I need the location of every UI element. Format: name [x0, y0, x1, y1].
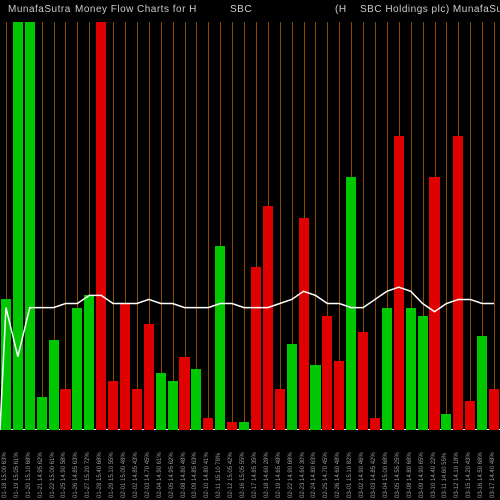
x-axis-labels: 01-18 15.00 63% 01-19 15.05 61% 01-20 15.1… — [0, 430, 500, 500]
x-tick-label: 02-02 14.85 43% — [133, 452, 139, 498]
x-tick-label: 01-20 15.10 68% — [26, 452, 32, 498]
x-tick-label: 03-09 14.90 65% — [419, 452, 425, 498]
x-tick-label: 01-28 15.40 68% — [97, 452, 103, 498]
x-tick-label: 02-09 14.85 63% — [192, 452, 198, 498]
title-fragment: Money Flow — [75, 4, 134, 15]
title-fragment: SBC Holdings plc) MunafaSutra.com — [360, 4, 500, 15]
x-tick-label: 01-25 14.90 58% — [61, 452, 67, 498]
x-tick-label: 03-15 14.20 43% — [466, 452, 472, 498]
title-fragment: (H — [335, 4, 347, 15]
x-tick-label: 02-08 14.80 48% — [181, 452, 187, 498]
x-tick-label: 02-26 14.60 48% — [335, 452, 341, 498]
x-tick-label: 03-02 14.90 46% — [359, 452, 365, 498]
x-tick-label: 01-21 14.95 62% — [38, 452, 44, 498]
x-tick-label: 02-18 14.60 28% — [264, 452, 270, 498]
x-tick-label: 01-29 15.10 55% — [109, 452, 115, 498]
x-tick-label: 03-11 14.60 55% — [442, 453, 448, 498]
trend-line — [0, 22, 500, 430]
x-tick-label: 02-23 14.60 30% — [300, 452, 306, 498]
x-tick-label: 03-03 14.85 42% — [371, 452, 377, 498]
x-tick-label: 03-08 14.80 68% — [407, 452, 413, 498]
x-tick-label: 02-24 14.80 63% — [311, 452, 317, 498]
x-tick-label: 02-22 14.90 68% — [288, 452, 294, 498]
x-tick-label: 01-26 14.85 63% — [73, 452, 79, 498]
x-tick-label: 02-11 15.10 78% — [216, 453, 222, 498]
title-fragment: MunafaSutra — [8, 4, 71, 15]
x-tick-label: 02-25 14.70 45% — [323, 452, 329, 498]
x-tick-label: 02-05 14.95 62% — [169, 452, 175, 498]
x-tick-label: 02-19 14.65 48% — [276, 452, 282, 498]
x-tick-label: 02-03 14.70 45% — [145, 452, 151, 498]
x-tick-label: 03-01 15.10 82% — [347, 452, 353, 498]
title-fragment: SBC — [230, 4, 252, 15]
x-tick-label: 03-12 14.10 18% — [454, 452, 460, 498]
x-tick-label: 03-04 15.00 68% — [383, 452, 389, 498]
x-tick-label: 01-22 15.00 61% — [50, 452, 56, 498]
x-tick-label: 03-17 14.40 48% — [490, 452, 496, 498]
x-tick-label: 03-05 14.55 25% — [395, 452, 401, 498]
x-tick-label: 02-12 15.05 42% — [228, 452, 234, 498]
chart-title-bar: MunafaSutra Money FlowCharts for H SBC (H SB… — [0, 4, 500, 20]
x-tick-label: 02-16 15.05 55% — [240, 452, 246, 498]
x-tick-label: 02-10 14.80 41% — [204, 452, 210, 498]
x-tick-label: 02-01 15.00 48% — [121, 452, 127, 498]
x-tick-label: 02-17 14.85 35% — [252, 452, 258, 498]
x-tick-label: 02-04 14.90 61% — [157, 452, 163, 498]
x-tick-label: 03-16 14.50 68% — [478, 452, 484, 498]
x-tick-label: 01-18 15.00 63% — [2, 452, 8, 498]
title-fragment: Charts for H — [137, 4, 197, 15]
x-tick-label: 03-10 14.40 22% — [431, 452, 437, 498]
x-tick-label: 01-19 15.05 61% — [14, 452, 20, 498]
money-flow-chart — [0, 22, 500, 430]
x-tick-label: 01-27 15.20 72% — [85, 452, 91, 498]
